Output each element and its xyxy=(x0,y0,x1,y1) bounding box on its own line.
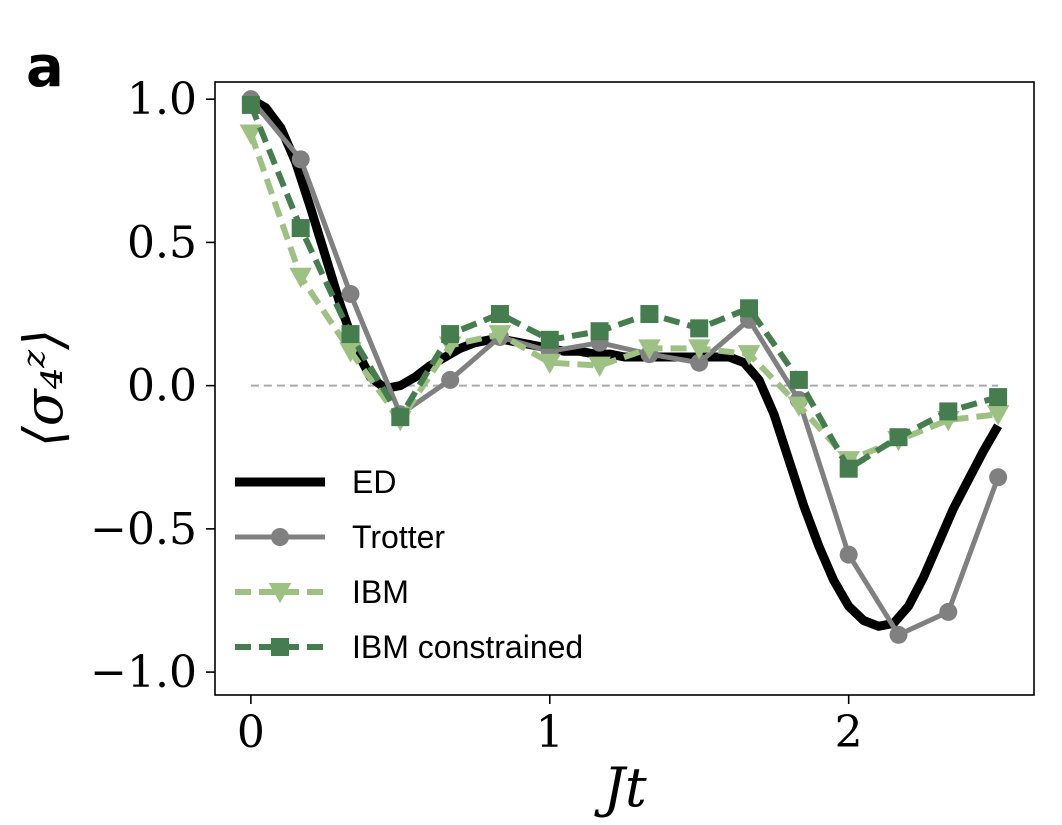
data-point-ibm xyxy=(488,325,512,346)
data-point-ibm xyxy=(787,396,811,417)
legend-label-ibm: IBM xyxy=(352,574,409,610)
y-tick-label: −0.5 xyxy=(90,504,197,555)
data-point-trotter xyxy=(341,284,360,303)
data-point-ibm-constrained xyxy=(590,322,609,341)
data-point-ibm-constrained xyxy=(789,370,808,389)
data-point-ibm-constrained xyxy=(341,325,360,344)
data-point-ibm-constrained xyxy=(490,305,509,324)
y-tick-label: −1.0 xyxy=(90,647,197,698)
x-tick-label: 2 xyxy=(835,707,863,758)
data-point-trotter xyxy=(889,625,908,644)
data-point-ibm-constrained xyxy=(391,408,410,427)
data-point-ibm-constrained xyxy=(441,325,460,344)
legend-marker-ibm xyxy=(268,583,292,604)
data-point-trotter xyxy=(441,370,460,389)
data-point-trotter xyxy=(839,545,858,564)
legend-marker-trotter xyxy=(271,528,289,546)
x-tick-label: 0 xyxy=(237,707,265,758)
y-axis: 1.0 0.5 0.0 −0.5 −1.0 xyxy=(90,74,215,698)
y-tick-label: 0.5 xyxy=(127,217,197,268)
legend: ED Trotter IBM IBM constrained xyxy=(235,464,583,665)
data-point-trotter xyxy=(690,353,709,372)
data-point-ibm xyxy=(588,356,611,377)
x-axis-label: Jt xyxy=(593,756,647,819)
y-tick-label: 1.0 xyxy=(127,74,197,125)
data-point-ibm xyxy=(289,267,312,289)
x-axis: 0 1 2 xyxy=(237,695,863,758)
series-line-ibm-constrained xyxy=(248,103,999,472)
panel-label: a xyxy=(26,35,64,100)
data-point-ibm-constrained xyxy=(889,428,908,447)
data-point-trotter xyxy=(291,150,310,169)
data-point-ibm-constrained xyxy=(241,95,260,114)
data-point-ibm-constrained xyxy=(690,319,709,338)
data-point-ibm-constrained xyxy=(939,402,958,421)
data-point-ibm xyxy=(239,124,263,145)
data-point-ibm-constrained xyxy=(839,459,858,478)
series-layer xyxy=(239,90,1010,644)
legend-marker-ibm-constrained xyxy=(271,638,289,656)
y-axis-label: ⟨σ₄ᶻ⟩ xyxy=(12,329,75,448)
data-point-trotter xyxy=(989,468,1008,487)
x-tick-label: 1 xyxy=(536,707,564,758)
data-point-ibm-constrained xyxy=(740,299,759,318)
legend-label-ed: ED xyxy=(352,464,396,500)
data-point-trotter xyxy=(939,602,958,621)
data-point-ibm xyxy=(638,339,661,360)
data-point-ibm-constrained xyxy=(640,305,659,324)
data-point-ibm-constrained xyxy=(540,330,559,349)
plot-frame xyxy=(214,81,1035,696)
data-point-ibm-constrained xyxy=(291,219,310,238)
legend-label-ibm-constrained: IBM constrained xyxy=(352,629,583,665)
data-point-ibm-constrained xyxy=(989,388,1008,407)
data-point-ibm xyxy=(687,339,711,360)
series-line-ibm xyxy=(248,132,999,464)
data-point-ibm xyxy=(737,345,761,366)
series-line-trotter xyxy=(248,97,1001,638)
data-point-ibm xyxy=(986,405,1010,426)
legend-label-trotter: Trotter xyxy=(352,519,445,555)
data-point-ibm xyxy=(538,353,562,374)
y-tick-label: 0.0 xyxy=(127,361,197,412)
